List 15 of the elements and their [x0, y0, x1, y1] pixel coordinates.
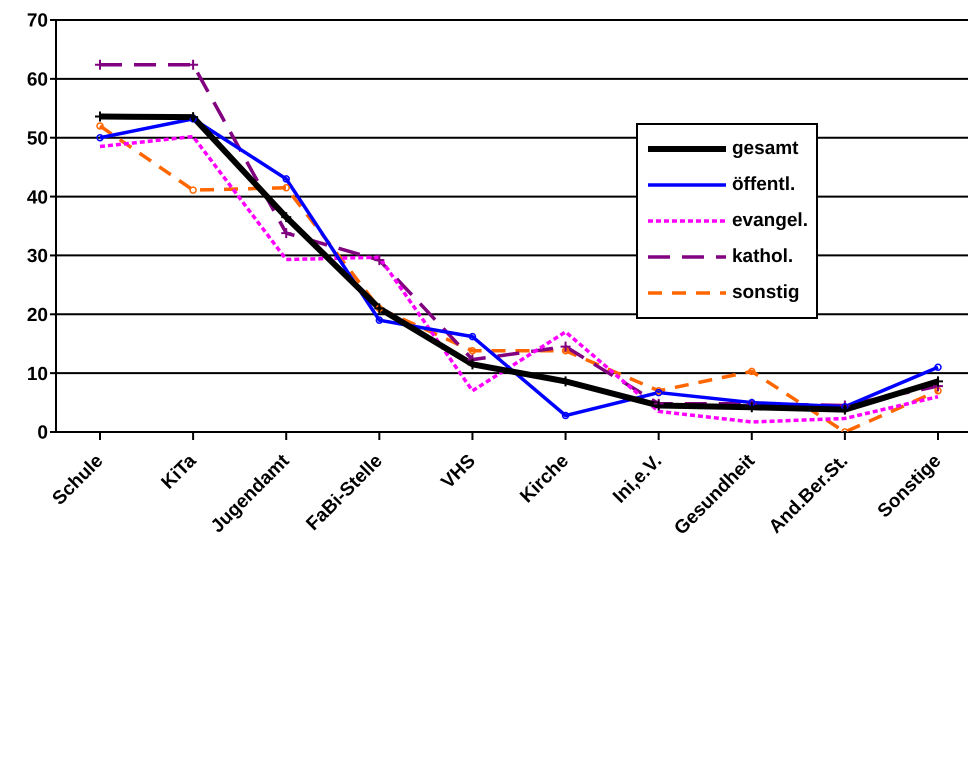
legend-label: gesamt	[732, 138, 798, 160]
y-tick-label: 40	[26, 187, 48, 208]
y-tick-label: 50	[26, 128, 48, 150]
legend-label: kathol.	[732, 246, 794, 268]
y-tick-label: 20	[26, 305, 48, 326]
y-tick-label: 60	[26, 70, 48, 91]
y-tick-label: 10	[26, 364, 48, 385]
legend-label: sonstig	[732, 282, 800, 304]
legend-label: evangel.	[732, 210, 808, 232]
legend-label: öffentl.	[732, 174, 796, 196]
y-tick-label: 30	[26, 246, 48, 268]
x-tick-label: VHS	[437, 450, 480, 494]
y-tick-label: 70	[26, 10, 48, 32]
y-tick-label: 0	[37, 422, 48, 444]
x-tick-label: KiTa	[158, 450, 201, 494]
